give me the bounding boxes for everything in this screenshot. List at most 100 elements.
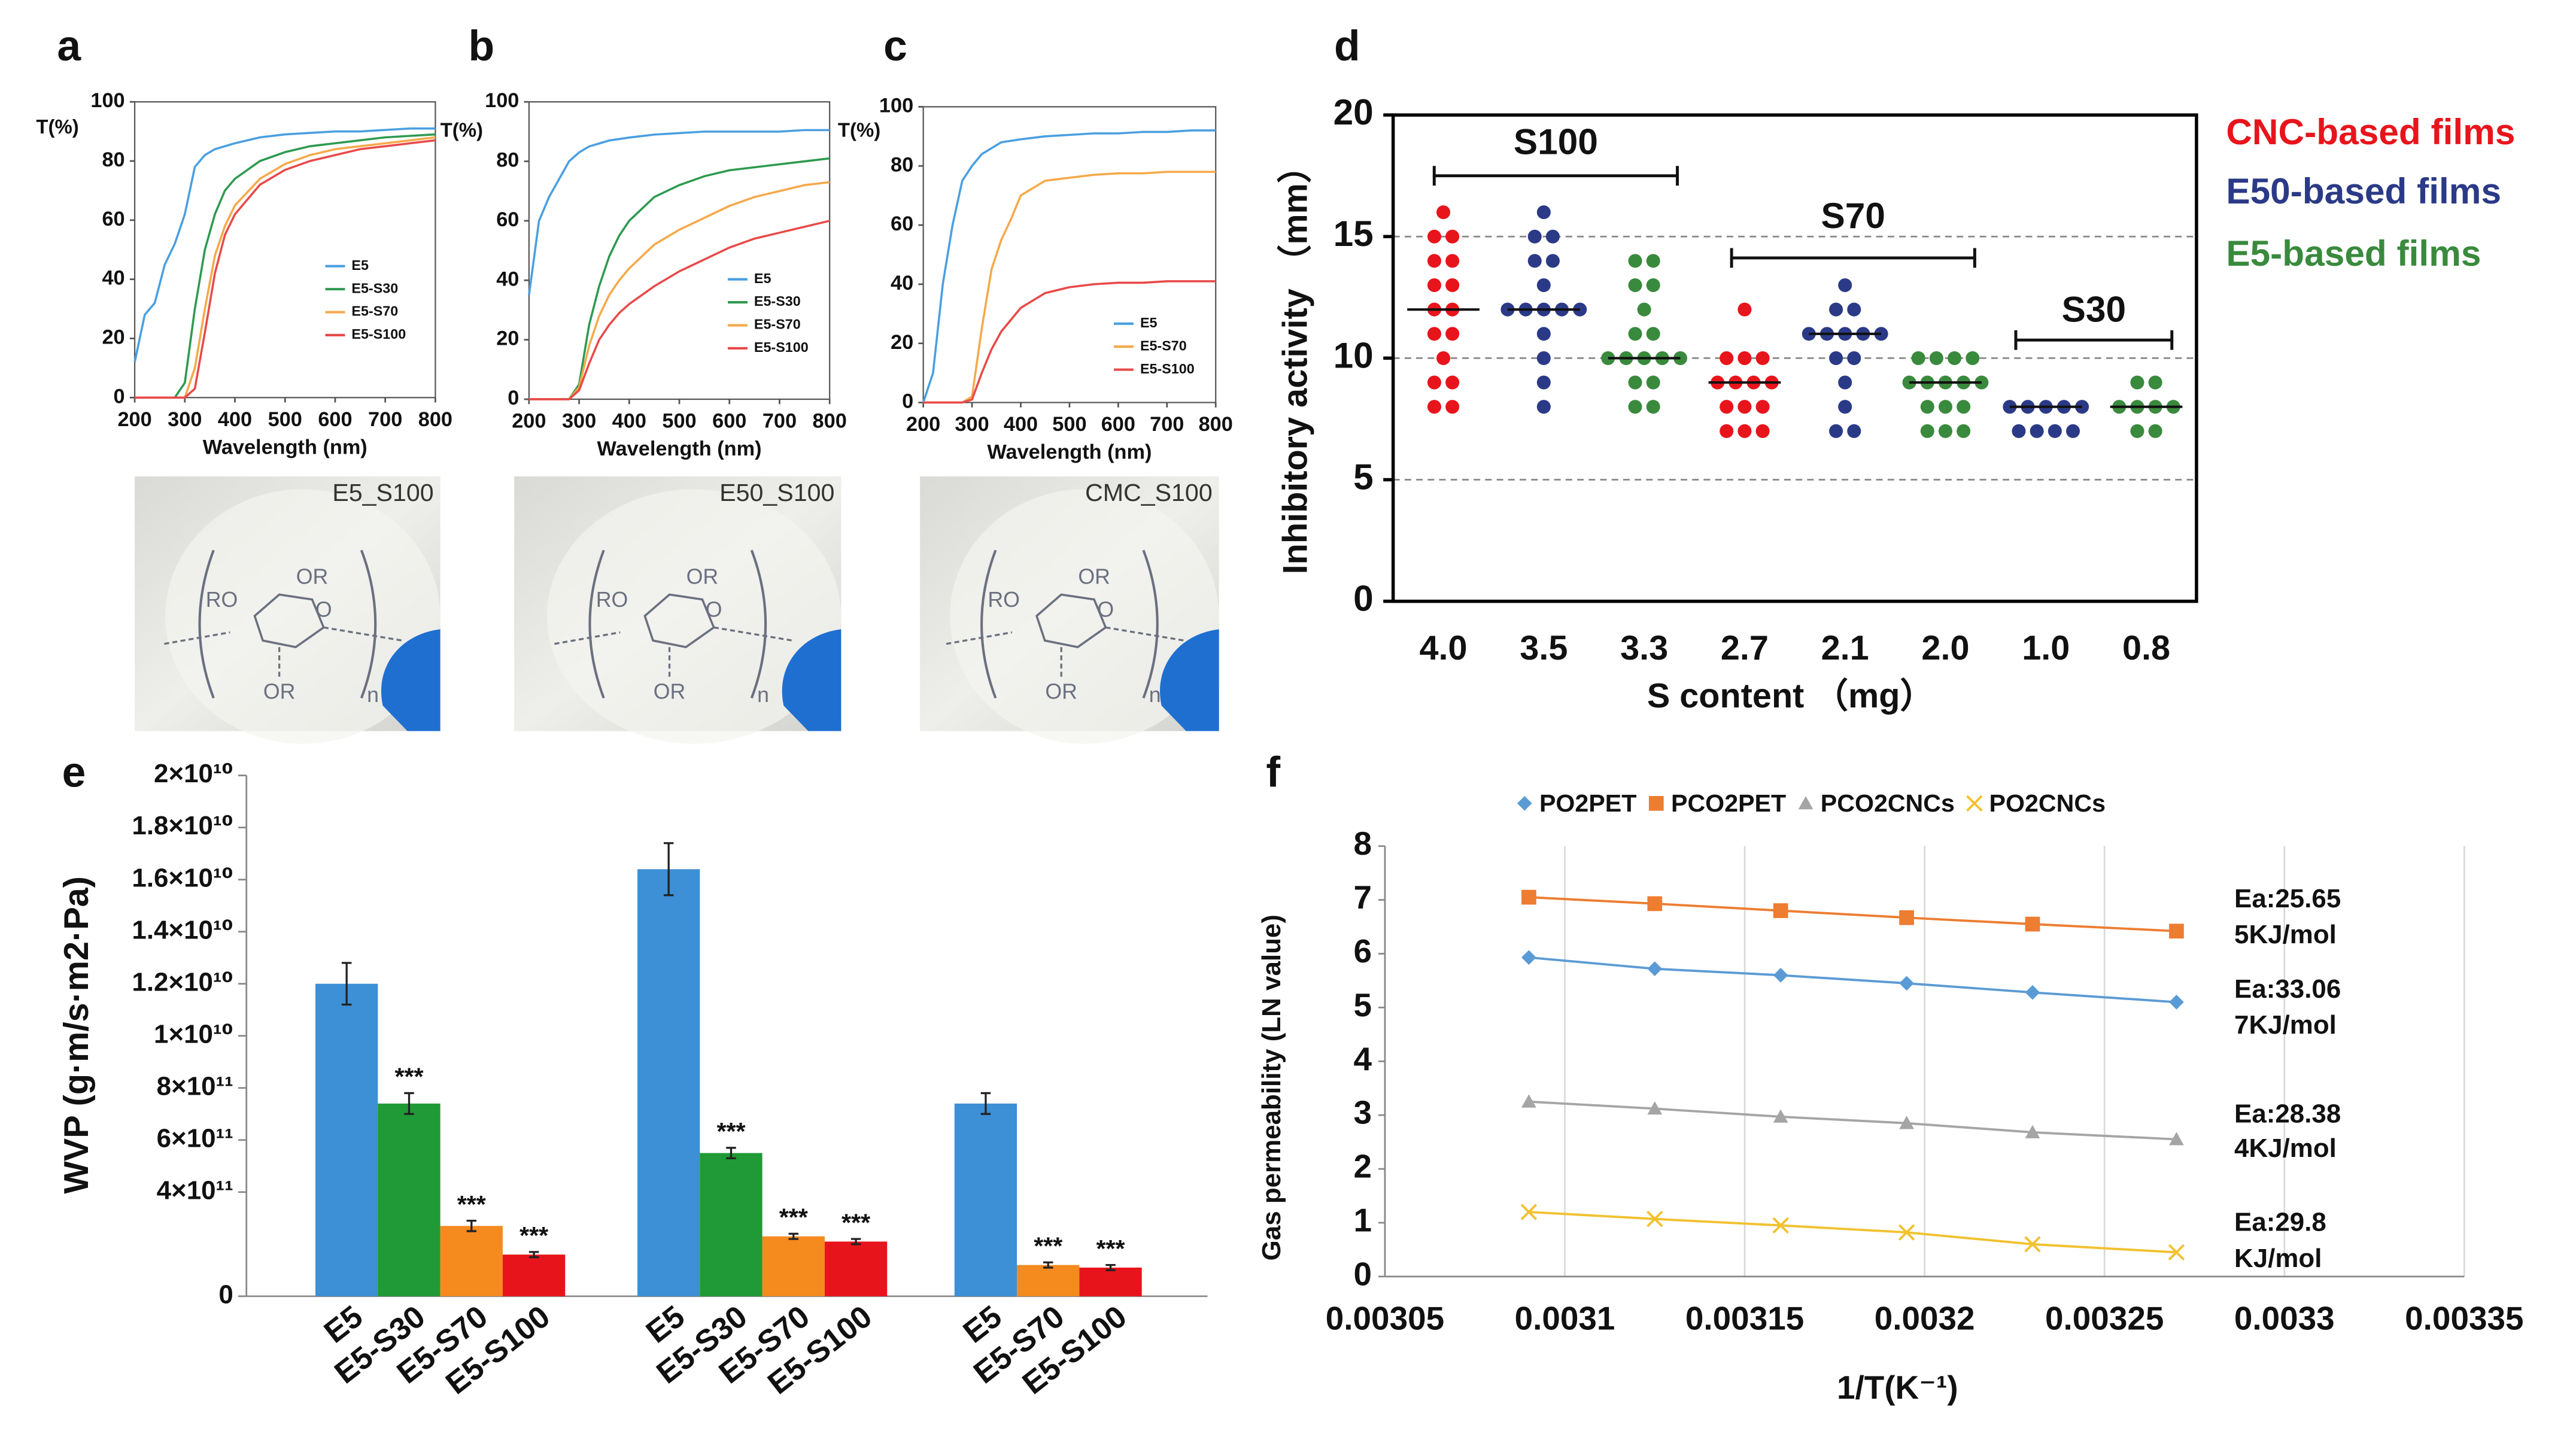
data-point: [1628, 278, 1642, 293]
legend-label: E5-based films: [2226, 233, 2481, 274]
annotation: 4KJ/mol: [2234, 1134, 2337, 1163]
data-point: [1445, 375, 1460, 390]
structure-label: OR: [654, 680, 686, 704]
y-tick-label: 8: [1353, 825, 1372, 862]
data-point: [2148, 375, 2162, 390]
data-point: [1899, 1116, 1914, 1129]
error-bar: [528, 1251, 539, 1259]
data-point: [1957, 424, 1971, 438]
film-sheet: [950, 489, 1219, 744]
data-point: [1829, 302, 1843, 317]
data-point: [1536, 278, 1551, 293]
y-axis-label: T(%): [441, 119, 483, 141]
error-bar: [1043, 1261, 1053, 1269]
series-line: [528, 157, 830, 400]
annotation: Ea:25.65: [2234, 884, 2341, 913]
y-tick-label: 4: [1353, 1040, 1372, 1077]
data-point: [2025, 916, 2040, 932]
data-point: [1772, 1217, 1789, 1234]
y-tick-label: 0: [508, 387, 519, 409]
x-tick-label: 400: [218, 408, 252, 431]
data-point: [1957, 400, 1971, 414]
x-tick-label: 700: [763, 410, 797, 433]
data-point: [1938, 400, 1953, 414]
data-point: [1773, 1109, 1788, 1123]
plot-frame: [922, 106, 1217, 403]
structure-label: OR: [1078, 564, 1110, 588]
data-point: [1920, 424, 1934, 438]
legend-label: E5-S70: [754, 317, 801, 332]
photo: CMC_S100 RO O OR OR n: [920, 476, 1219, 744]
photo: E50_S100 RO O OR OR n: [514, 476, 842, 744]
data-point: [2012, 424, 2026, 438]
data-point: [1647, 1210, 1663, 1228]
series-line: [922, 129, 1216, 403]
photo-label: CMC_S100: [1085, 479, 1213, 506]
bar: [502, 1254, 566, 1296]
panel-letter: e: [62, 748, 86, 796]
data-point: [1536, 400, 1551, 414]
x-tick-label: 800: [813, 410, 847, 433]
data-point: [1527, 229, 1542, 244]
bracket: [1432, 166, 1679, 178]
panel-letter: f: [1266, 748, 1280, 796]
data-point: [1646, 375, 1660, 390]
structure-label: OR: [1045, 680, 1077, 704]
bracket-label: S70: [1821, 195, 1885, 236]
x-axis-label: Wavelength (nm): [597, 438, 762, 460]
data-point: [1948, 351, 1962, 365]
data-point: [1755, 424, 1770, 438]
bracket-label: S100: [1514, 121, 1598, 162]
x-tick-label: 0.00325: [2045, 1299, 2164, 1336]
data-point: [1628, 400, 1642, 414]
glove: [782, 629, 842, 731]
x-tick-label: 400: [612, 410, 646, 433]
paren: [198, 549, 377, 699]
film-sheet: [165, 489, 441, 744]
legend-label: E5-S70: [351, 303, 398, 319]
legend-label: E5-S30: [754, 293, 801, 309]
legend-label: E5-S100: [1140, 361, 1195, 376]
legend-swatch: [1517, 795, 1532, 811]
data-point: [1427, 327, 1441, 341]
significance: ***: [457, 1190, 486, 1218]
y-tick-label: 0: [902, 390, 913, 413]
data-point: [2169, 923, 2184, 939]
data-point: [1427, 278, 1441, 293]
y-axis-label: T(%): [36, 116, 78, 138]
y-tick-label: 6×10¹¹: [157, 1123, 233, 1153]
data-point: [1847, 302, 1861, 317]
data-point: [1899, 976, 1914, 991]
x-tick-label: 0.8: [2122, 629, 2170, 667]
glove: [381, 629, 441, 731]
photo: E5_S100 RO O OR OR n: [135, 476, 441, 744]
data-point: [1829, 424, 1843, 438]
legend-swatch: [1648, 795, 1664, 811]
y-tick-label: 0: [1353, 1255, 1372, 1292]
x-tick-label: 200: [512, 410, 546, 433]
y-tick-label: 20: [1333, 92, 1374, 132]
plot-frame: [1391, 113, 2198, 603]
annotation: Ea:28.38: [2234, 1099, 2341, 1128]
x-tick-label: 0.00305: [1326, 1299, 1444, 1336]
error-bar: [980, 1092, 991, 1115]
data-point: [1427, 254, 1441, 268]
y-tick-label: 2: [1353, 1148, 1372, 1185]
y-tick-label: 2×10¹⁰: [154, 759, 233, 788]
data-point: [1720, 400, 1734, 414]
data-point: [1646, 278, 1660, 293]
data-point: [1920, 400, 1934, 414]
series-line: [1529, 1100, 2177, 1141]
bar: [762, 1236, 825, 1296]
y-tick-label: 80: [891, 153, 913, 176]
y-tick-label: 8×10¹¹: [157, 1071, 233, 1101]
bar: [637, 869, 700, 1296]
x-tick-label: 600: [1101, 413, 1135, 436]
legend-label: E5-S100: [754, 339, 809, 355]
x-tick-label: 0.00335: [2405, 1299, 2523, 1336]
annotation: 7KJ/mol: [2234, 1010, 2337, 1040]
y-tick-label: 5: [1353, 456, 1374, 497]
series-line: [1529, 896, 2177, 932]
annotation: Ea:33.06: [2234, 974, 2341, 1004]
data-point: [1520, 1204, 1538, 1220]
